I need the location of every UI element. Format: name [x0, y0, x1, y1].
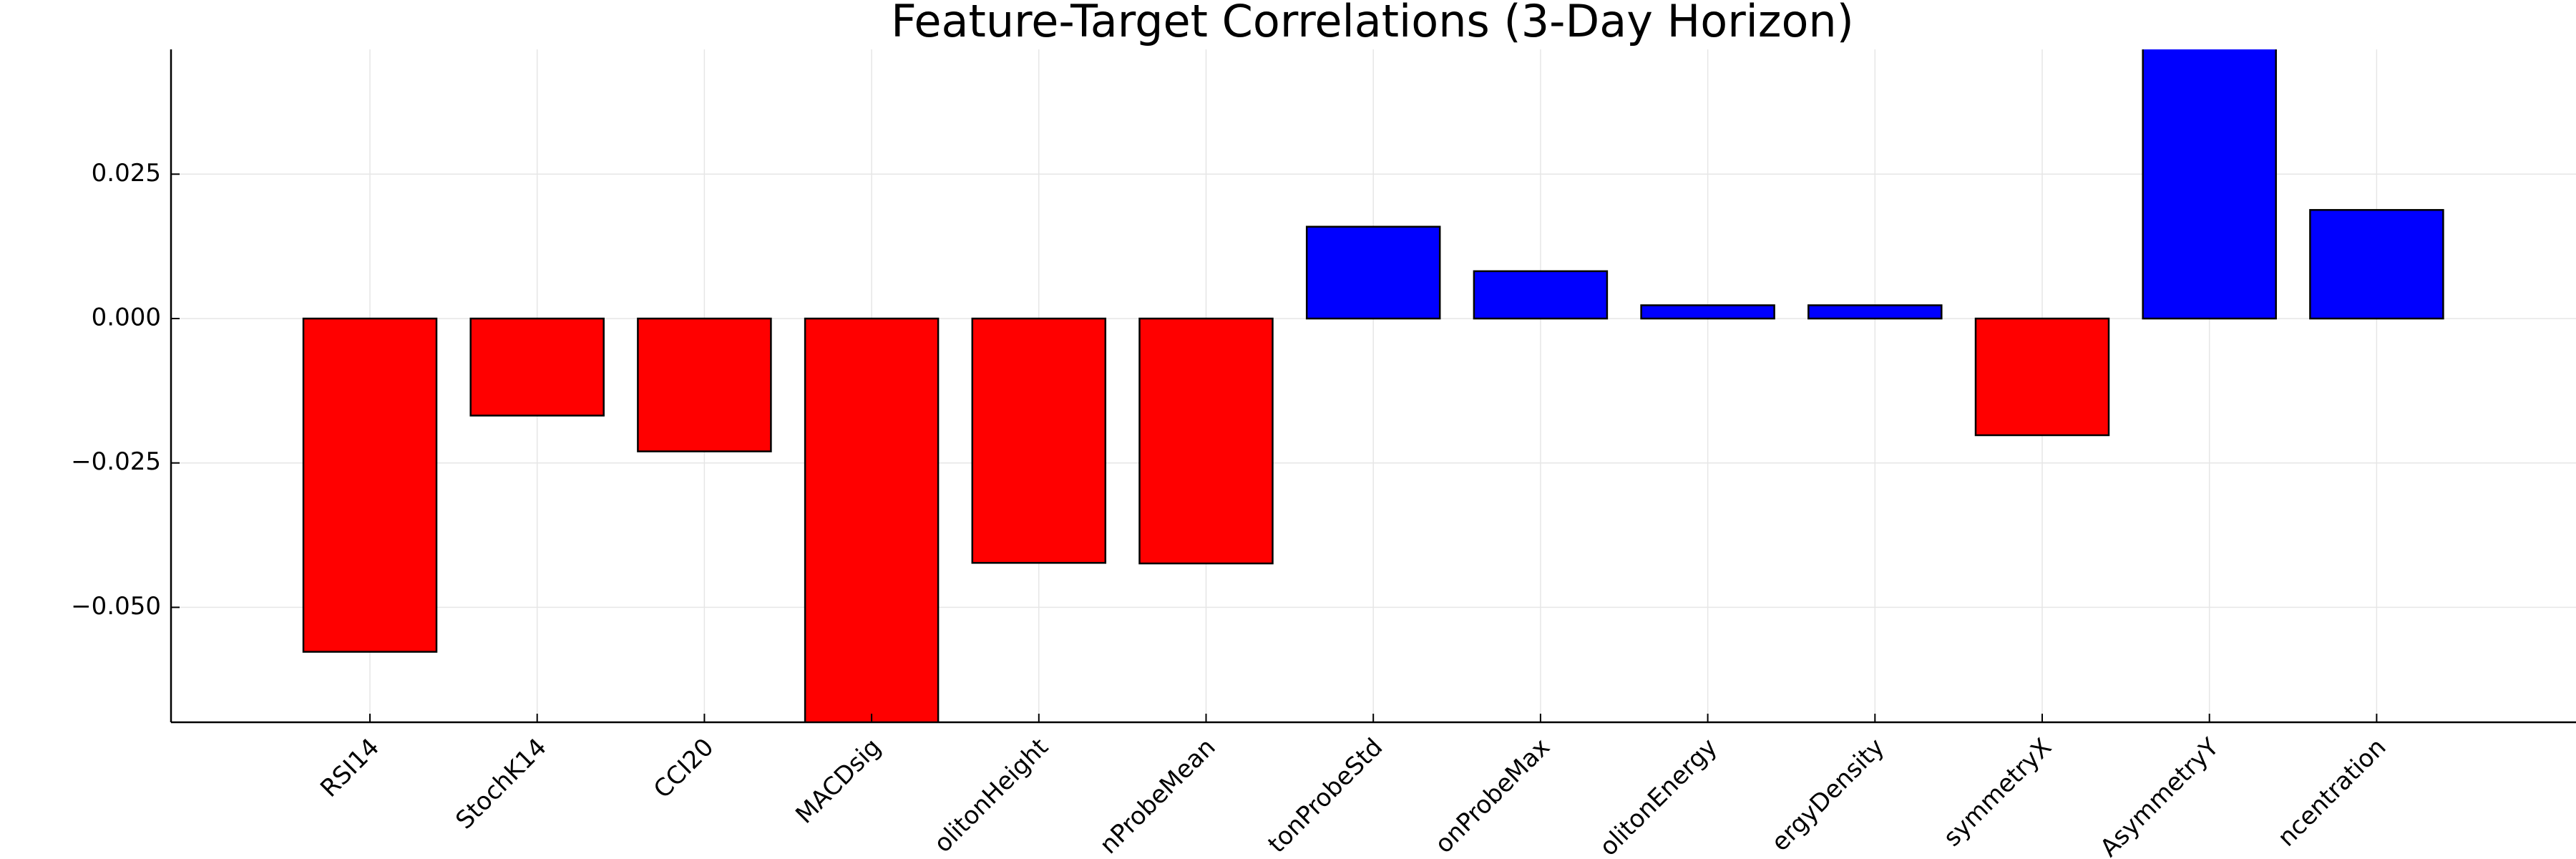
- bar: [469, 317, 605, 417]
- bar: [1974, 317, 2110, 437]
- y-tick-label: −0.050: [71, 592, 161, 621]
- bar: [1640, 304, 1775, 320]
- x-tick-label: symmetryX: [1938, 733, 2057, 853]
- x-tick-label: RSI14: [315, 733, 385, 803]
- bar: [302, 317, 438, 653]
- x-tick-label: olitonHeight: [929, 733, 1054, 858]
- bar: [2142, 49, 2277, 320]
- bar: [971, 317, 1107, 564]
- x-tick-label: onProbeMax: [1430, 733, 1556, 859]
- y-tick-label: 0.000: [92, 304, 161, 332]
- chart-title: Feature-Target Correlations (3-Day Horiz…: [891, 0, 1854, 47]
- bar: [1138, 317, 1274, 565]
- y-tick-label: 0.025: [92, 159, 161, 188]
- x-tick-label: ncentration: [2273, 733, 2392, 853]
- bar: [2309, 209, 2444, 320]
- x-tick-label: ergyDensity: [1766, 733, 1890, 857]
- bar: [637, 317, 772, 452]
- x-tick-label: olitonEnergy: [1594, 733, 1723, 859]
- bar: [1473, 270, 1609, 320]
- x-tick-label: nProbeMean: [1094, 733, 1221, 859]
- x-tick-label: StochK14: [450, 733, 552, 835]
- y-tick-label: −0.025: [71, 447, 161, 476]
- x-tick-label: CCI20: [648, 733, 720, 805]
- bars: [302, 49, 2444, 722]
- x-tick-label: AsymmetryY: [2094, 733, 2225, 859]
- bar: [1807, 304, 1943, 320]
- bar: [804, 317, 940, 722]
- bar: [1305, 225, 1441, 320]
- x-tick-label: tonProbeStd: [1262, 733, 1388, 859]
- x-tick-label: MACDsig: [790, 733, 887, 830]
